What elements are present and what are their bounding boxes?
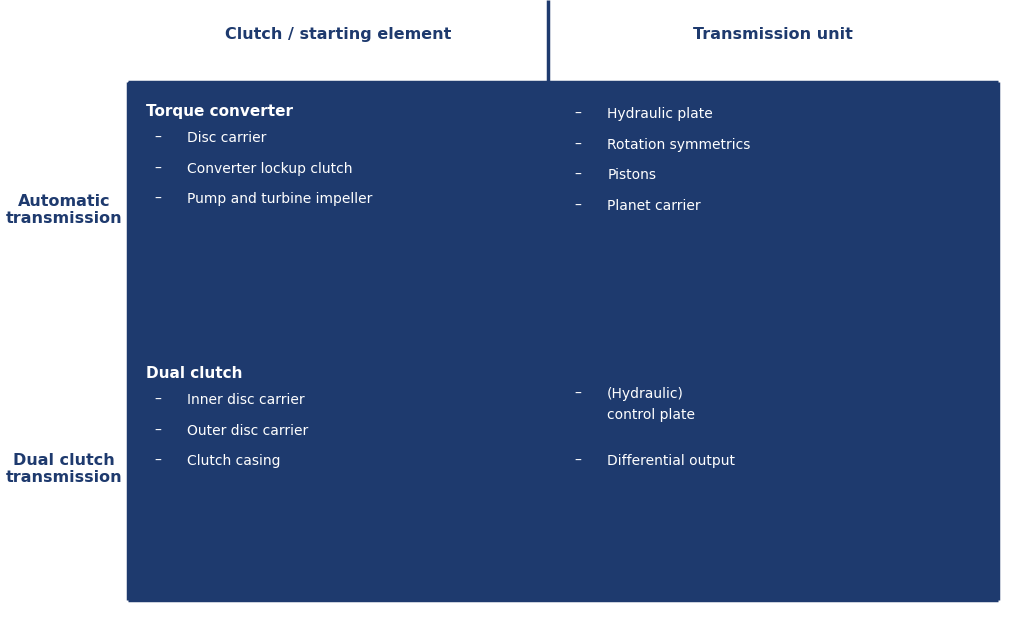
Text: –: – bbox=[155, 131, 162, 145]
Text: –: – bbox=[155, 393, 162, 407]
Text: Outer disc carrier: Outer disc carrier bbox=[187, 423, 308, 438]
Text: Dual clutch: Dual clutch bbox=[146, 366, 243, 380]
Text: –: – bbox=[574, 168, 582, 182]
Text: Inner disc carrier: Inner disc carrier bbox=[187, 393, 305, 407]
Bar bbox=[548, 338, 998, 600]
Text: –: – bbox=[574, 138, 582, 152]
Text: Differential output: Differential output bbox=[607, 454, 735, 468]
Text: Automatic
transmission: Automatic transmission bbox=[6, 194, 122, 226]
Text: Disc carrier: Disc carrier bbox=[187, 131, 267, 145]
Text: Pistons: Pistons bbox=[607, 168, 656, 182]
Text: –: – bbox=[574, 454, 582, 468]
Text: Torque converter: Torque converter bbox=[146, 104, 294, 119]
Text: control plate: control plate bbox=[607, 408, 695, 422]
Bar bbox=[128, 82, 548, 338]
Bar bbox=[128, 338, 548, 600]
Bar bbox=[548, 82, 998, 338]
Text: Dual clutch
transmission: Dual clutch transmission bbox=[6, 453, 122, 485]
Text: Rotation symmetrics: Rotation symmetrics bbox=[607, 138, 751, 152]
Text: –: – bbox=[574, 199, 582, 213]
Text: –: – bbox=[155, 192, 162, 206]
Text: Clutch casing: Clutch casing bbox=[187, 454, 281, 468]
Text: –: – bbox=[155, 454, 162, 468]
Text: Transmission unit: Transmission unit bbox=[693, 27, 853, 42]
Text: Planet carrier: Planet carrier bbox=[607, 199, 700, 213]
Text: –: – bbox=[574, 387, 582, 401]
Text: Hydraulic plate: Hydraulic plate bbox=[607, 107, 713, 121]
Text: Converter lockup clutch: Converter lockup clutch bbox=[187, 162, 353, 176]
Text: (Hydraulic): (Hydraulic) bbox=[607, 387, 684, 401]
Text: Clutch / starting element: Clutch / starting element bbox=[224, 27, 452, 42]
Text: –: – bbox=[574, 107, 582, 121]
Text: –: – bbox=[155, 162, 162, 176]
Text: Pump and turbine impeller: Pump and turbine impeller bbox=[187, 192, 373, 206]
Text: –: – bbox=[155, 423, 162, 438]
